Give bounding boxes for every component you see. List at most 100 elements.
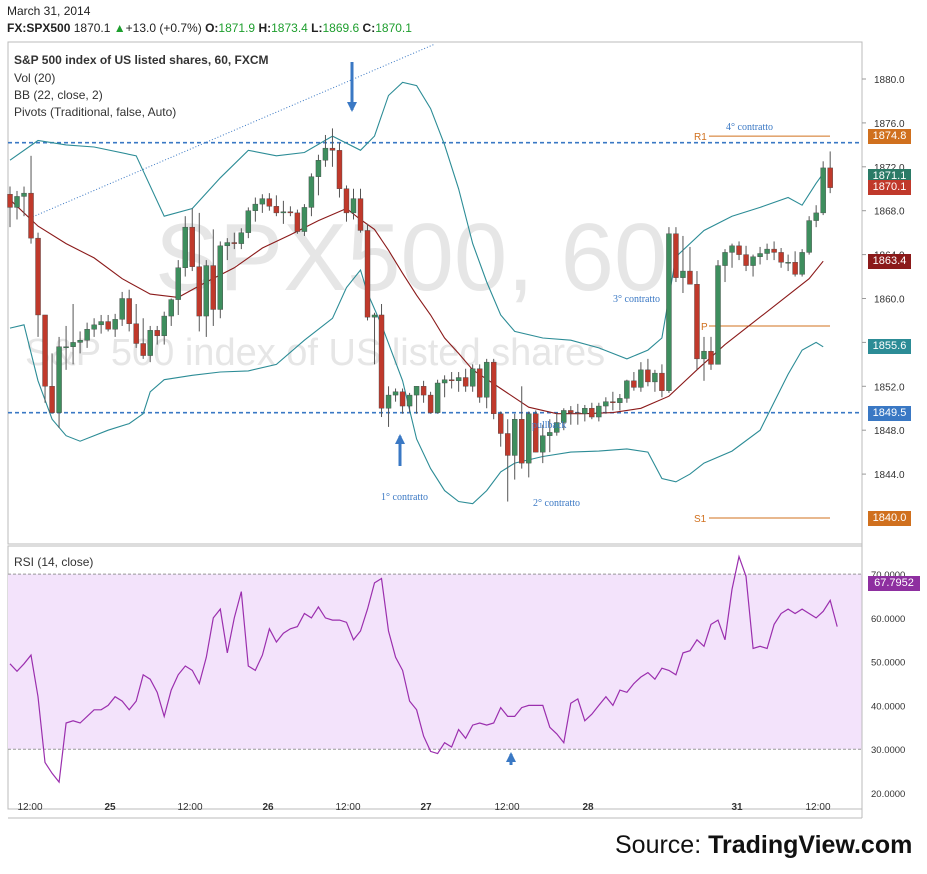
- candle-body: [526, 413, 532, 464]
- candle-body: [28, 192, 34, 239]
- candle-body: [224, 242, 231, 247]
- candle-body: [357, 198, 364, 231]
- bb-basis-line: [9, 199, 824, 415]
- watermark-line1: SPX500, 60: [155, 204, 667, 311]
- close-value: 1870.1: [375, 21, 412, 35]
- candle-body: [378, 314, 385, 409]
- candle-body: [56, 346, 62, 413]
- legend-title[interactable]: S&P 500 index of US listed shares, 60, F…: [14, 53, 269, 67]
- candle-body: [119, 298, 125, 320]
- time-tick-label: 12:00: [177, 802, 202, 813]
- candle-body: [147, 330, 153, 356]
- legend-bb[interactable]: BB (22, close, 2): [14, 88, 103, 102]
- chart-date: March 31, 2014: [7, 4, 91, 18]
- candle-body: [469, 368, 476, 387]
- last-price: 1870.1: [73, 21, 111, 35]
- down-arrow-icon-head: [347, 102, 357, 112]
- rsi-value-tag: 67.7952: [868, 576, 920, 592]
- candle-body: [554, 422, 560, 433]
- candle-body: [547, 432, 553, 436]
- candle-body: [771, 248, 777, 253]
- candle-body: [729, 245, 735, 253]
- candle-body: [631, 380, 637, 388]
- candle-body: [322, 147, 329, 161]
- candle-body: [701, 350, 707, 360]
- candle-body: [371, 314, 378, 318]
- candle-body: [617, 398, 623, 403]
- price-tick-label: 1860.0: [874, 295, 905, 306]
- candle-body: [575, 412, 581, 414]
- candle-body: [666, 233, 672, 391]
- candle-body: [175, 267, 181, 300]
- candle-body: [161, 315, 167, 337]
- candle-body: [14, 196, 20, 208]
- time-tick-label: 12:00: [17, 802, 42, 813]
- candle-body: [799, 252, 805, 275]
- source-brand: TradingView.com: [708, 831, 913, 859]
- candle-body: [441, 379, 448, 384]
- candle-body: [308, 176, 315, 208]
- rsi-tick-label: 40.0000: [871, 701, 905, 712]
- candle-body: [133, 323, 139, 344]
- candle-body: [140, 343, 146, 356]
- candle-body: [540, 435, 546, 453]
- annotation-label: 2° contratto: [533, 498, 580, 509]
- candle-body: [413, 386, 420, 396]
- time-tick-label: 12:00: [805, 802, 830, 813]
- candle-body: [98, 321, 104, 326]
- candle-body: [168, 299, 174, 317]
- rsi-tick-label: 60.0000: [871, 614, 905, 625]
- candle-body: [42, 314, 48, 387]
- candle-body: [448, 379, 455, 382]
- candle-body: [533, 413, 539, 453]
- candle-body: [610, 401, 616, 403]
- candle-body: [406, 394, 413, 407]
- price-tag: 1840.0: [868, 510, 911, 526]
- candle-body: [512, 419, 518, 456]
- candle-body: [589, 408, 595, 418]
- high-value: 1873.4: [271, 21, 308, 35]
- time-tick-label: 26: [262, 802, 274, 813]
- legend-vol[interactable]: Vol (20): [14, 71, 56, 85]
- candle-body: [420, 386, 427, 396]
- candle-body: [743, 254, 749, 266]
- candle-body: [336, 150, 343, 189]
- time-tick-label: 25: [104, 802, 116, 813]
- open-value: 1871.9: [218, 21, 256, 35]
- legend-rsi[interactable]: RSI (14, close): [14, 555, 94, 569]
- legend-pivots[interactable]: Pivots (Traditional, false, Auto): [14, 105, 177, 119]
- candle-body: [427, 394, 434, 413]
- candle-body: [757, 253, 763, 257]
- open-label: O:: [205, 21, 219, 35]
- symbol-label: FX:SPX500: [7, 21, 71, 35]
- candle-body: [687, 270, 693, 285]
- price-tick-label: 1880.0: [874, 75, 905, 86]
- price-tick-label: 1868.0: [874, 207, 905, 218]
- candle-body: [273, 206, 280, 214]
- candle-body: [315, 160, 322, 177]
- candle-body: [126, 298, 132, 324]
- pivot-label: S1: [694, 514, 707, 525]
- candle-body: [750, 256, 756, 266]
- candle-body: [217, 245, 224, 310]
- candle-body: [638, 369, 644, 388]
- candle-body: [385, 394, 392, 409]
- candle-body: [364, 230, 371, 318]
- candle-body: [673, 233, 679, 278]
- time-tick-label: 28: [582, 802, 594, 813]
- candle-body: [343, 188, 350, 214]
- candle-body: [399, 391, 406, 407]
- candle-body: [231, 242, 238, 244]
- candle-body: [350, 198, 357, 214]
- annotation-label: pullback: [532, 420, 566, 431]
- candle-body: [70, 342, 76, 347]
- price-tick-label: 1848.0: [874, 426, 905, 437]
- candle-body: [287, 211, 294, 214]
- candle-body: [568, 410, 574, 413]
- candle-body: [722, 252, 728, 266]
- low-label: L:: [311, 21, 323, 35]
- candle-body: [112, 319, 118, 330]
- rsi-tick-label: 70.0000: [871, 570, 905, 581]
- up-arrow-icon: ▲: [113, 21, 126, 35]
- time-tick-label: 12:00: [494, 802, 519, 813]
